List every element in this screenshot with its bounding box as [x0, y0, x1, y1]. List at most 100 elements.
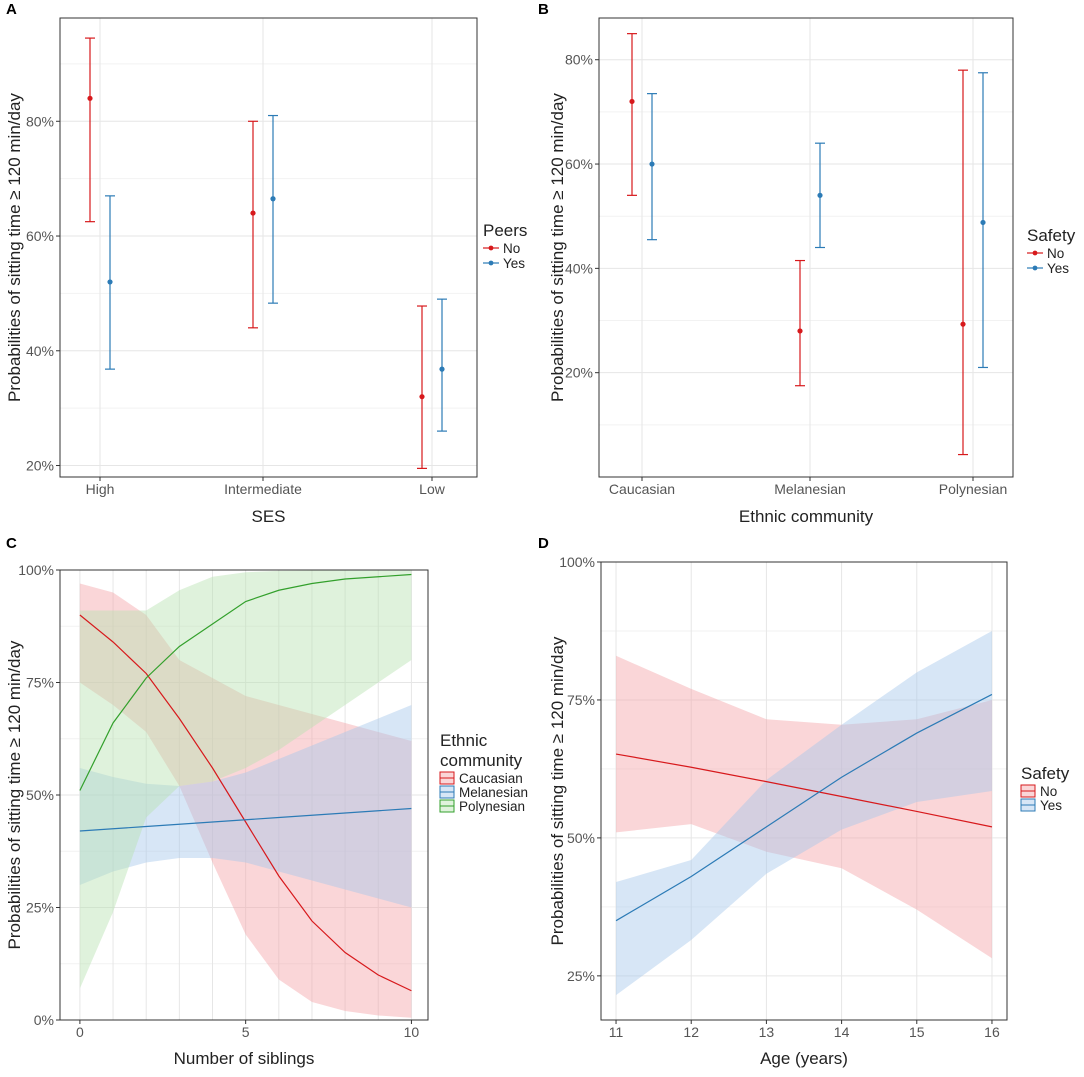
y-tick-label: 60%: [565, 156, 593, 172]
x-tick-label: 13: [759, 1024, 775, 1040]
x-tick-label: Melanesian: [774, 481, 846, 497]
x-axis-title: SES: [251, 507, 285, 526]
series-line-melanesian: [79, 807, 412, 832]
x-tick-label: High: [86, 481, 115, 497]
y-tick-label: 25%: [567, 968, 595, 984]
y-tick-label: 100%: [18, 562, 54, 578]
x-tick-label: 11: [609, 1024, 624, 1040]
errorbar-yes-low: [437, 298, 447, 432]
panel-letter: D: [538, 535, 549, 552]
series-line-no: [615, 753, 993, 828]
y-tick-label: 75%: [26, 675, 54, 691]
errorbar-yes-caucasian: [647, 93, 657, 241]
errorbar-yes-high: [105, 195, 115, 370]
series-line-yes: [615, 693, 993, 922]
legend-label: Melanesian: [459, 785, 528, 800]
plot-frame: [600, 561, 1008, 1021]
y-tick-label: 50%: [567, 830, 595, 846]
errorbar-no-melanesian: [795, 259, 805, 387]
panel-a: A 20% 40% 60% 80% High Intermediate Low SES Proba…: [5, 1, 527, 526]
data-point: [797, 328, 803, 334]
x-axis-title: Ethnic community: [739, 507, 874, 526]
x-tick-label: Caucasian: [609, 481, 675, 497]
errorbar-no-high: [85, 37, 95, 223]
data-point: [107, 279, 113, 285]
data-point: [419, 394, 425, 400]
errorbar-no-low: [417, 305, 427, 469]
data-point: [250, 210, 256, 216]
x-axis-title: Age (years): [760, 1049, 848, 1068]
series-line-caucasian: [79, 614, 412, 992]
confidence-band-melanesian: [79, 705, 412, 908]
data-point: [980, 219, 986, 226]
y-tick-label: 20%: [26, 458, 54, 474]
x-axis-title: Number of siblings: [174, 1049, 315, 1068]
x-tick-label: 14: [834, 1024, 850, 1040]
plot-frame: [598, 17, 1014, 478]
panel-d: D 25% 50% 75% 100% 11 12 13 14 15 16 Age (years) Pro…: [538, 535, 1070, 1068]
y-tick-label: 80%: [565, 52, 593, 68]
x-tick-label: 16: [984, 1024, 1000, 1040]
series-line-polynesian: [79, 573, 412, 791]
data-point: [87, 95, 93, 101]
y-tick-label: 20%: [565, 365, 593, 381]
y-tick-label: 25%: [26, 900, 54, 916]
y-tick-label: 80%: [26, 113, 54, 129]
confidence-band-yes: [616, 630, 992, 996]
legend-key-point: [488, 260, 494, 266]
x-tick-label: Polynesian: [939, 481, 1008, 497]
legend-title: Peers: [483, 221, 527, 240]
x-tick-label: 0: [76, 1024, 84, 1040]
confidence-band-caucasian: [79, 583, 412, 1018]
x-tick-label: Intermediate: [224, 481, 302, 497]
x-tick-label: 12: [683, 1024, 699, 1040]
y-axis-title: Probabilities of sitting time ≥ 120 min/…: [548, 636, 567, 945]
panel-letter: C: [6, 535, 17, 552]
data-point: [629, 98, 635, 105]
legend-key-point: [1032, 250, 1038, 256]
legend-key-point: [1032, 265, 1038, 271]
errorbar-yes-intermediate: [268, 114, 278, 304]
panel-c: C 0% 25% 50% 75% 100% 0 5 10 Number of siblings Pr…: [5, 535, 528, 1068]
errorbar-yes-polynesian: [978, 72, 988, 369]
y-tick-label: 0%: [34, 1012, 54, 1028]
legend-label: No: [1047, 246, 1064, 261]
y-axis-title: Probabilities of sitting time ≥ 120 min/…: [5, 640, 24, 949]
x-tick-label: 5: [242, 1024, 250, 1040]
data-point: [649, 161, 655, 167]
y-tick-label: 75%: [567, 692, 595, 708]
data-point: [817, 192, 823, 198]
legend-label: No: [1040, 784, 1057, 799]
panel-letter: A: [6, 1, 17, 18]
legend-label: Caucasian: [459, 771, 523, 786]
legend-title: Safety: [1021, 764, 1070, 783]
legend-key-point: [488, 245, 494, 251]
y-tick-label: 100%: [559, 554, 595, 570]
x-tick-label: Low: [419, 481, 446, 497]
panel-b: B 20% 40% 60% 80% Caucasian Melanesian Polynesi…: [538, 1, 1076, 526]
legend: EthniccommunityCaucasianMelanesianPolyne…: [439, 731, 528, 814]
legend-label: Yes: [1047, 261, 1069, 276]
legend-title: Ethnic: [440, 731, 488, 750]
errorbar-yes-melanesian: [815, 142, 825, 249]
legend-label: Yes: [503, 256, 525, 271]
errorbar-no-intermediate: [248, 120, 258, 329]
y-axis-title: Probabilities of sitting time ≥ 120 min/…: [548, 93, 567, 402]
legend-label: Polynesian: [459, 799, 525, 814]
y-tick-label: 40%: [565, 260, 593, 276]
x-tick-label: 10: [404, 1024, 420, 1040]
confidence-band-polynesian: [79, 570, 412, 989]
data-point: [960, 321, 966, 327]
y-tick-label: 50%: [26, 787, 54, 803]
legend-title: Safety: [1027, 226, 1076, 245]
errorbar-no-polynesian: [958, 69, 968, 456]
y-tick-label: 60%: [26, 228, 54, 244]
x-tick-label: 15: [909, 1024, 925, 1040]
legend-label: Yes: [1040, 798, 1062, 813]
y-tick-label: 40%: [26, 343, 54, 359]
plot-frame: [59, 17, 478, 478]
